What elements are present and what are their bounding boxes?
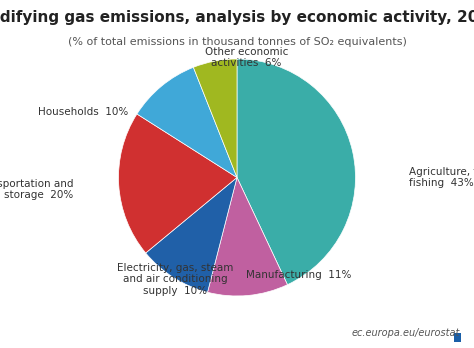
Text: Agriculture, forestry and
fishing  43%: Agriculture, forestry and fishing 43% (409, 167, 474, 188)
Wedge shape (208, 177, 287, 296)
Text: Manufacturing  11%: Manufacturing 11% (246, 270, 351, 280)
Wedge shape (146, 177, 237, 292)
Text: Other economic
activities  6%: Other economic activities 6% (205, 47, 288, 69)
Text: Acidifying gas emissions, analysis by economic activity, 2016: Acidifying gas emissions, analysis by ec… (0, 10, 474, 25)
Wedge shape (118, 114, 237, 253)
Wedge shape (237, 59, 356, 285)
Wedge shape (193, 59, 237, 177)
Text: Households  10%: Households 10% (38, 107, 128, 117)
Text: Electricity, gas, steam
and air conditioning
supply  10%: Electricity, gas, steam and air conditio… (117, 263, 234, 296)
Text: (% of total emissions in thousand tonnes of SO₂ equivalents): (% of total emissions in thousand tonnes… (68, 37, 406, 47)
Text: ec.europa.eu/eurostat: ec.europa.eu/eurostat (351, 327, 460, 338)
Text: Transportation and
storage  20%: Transportation and storage 20% (0, 179, 73, 200)
Wedge shape (137, 67, 237, 177)
